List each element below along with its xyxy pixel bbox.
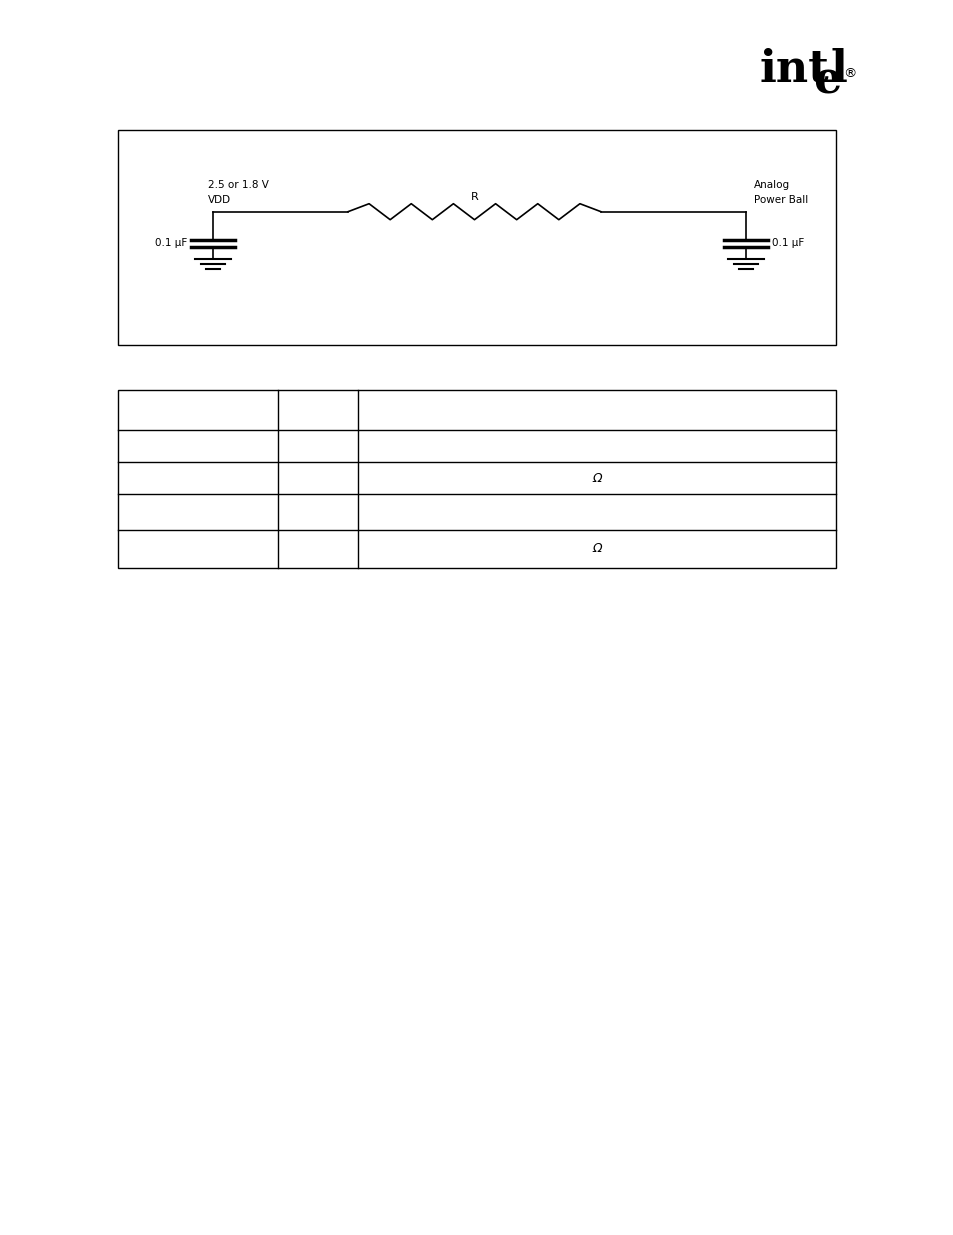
Text: 0.1 μF: 0.1 μF [154,238,187,248]
Text: e: e [812,59,841,103]
Text: Analog: Analog [753,180,789,190]
Text: Power Ball: Power Ball [753,195,807,205]
Text: 0.1 μF: 0.1 μF [771,238,803,248]
Text: Ω: Ω [592,542,601,556]
Text: int: int [760,48,829,91]
Text: Ω: Ω [592,472,601,484]
Text: 2.5 or 1.8 V: 2.5 or 1.8 V [208,180,269,190]
Bar [118,390,835,568]
Text: ®: ® [842,67,856,80]
Text: l: l [829,48,846,91]
Text: R: R [470,191,477,201]
Bar [118,130,835,345]
Text: VDD: VDD [208,195,231,205]
